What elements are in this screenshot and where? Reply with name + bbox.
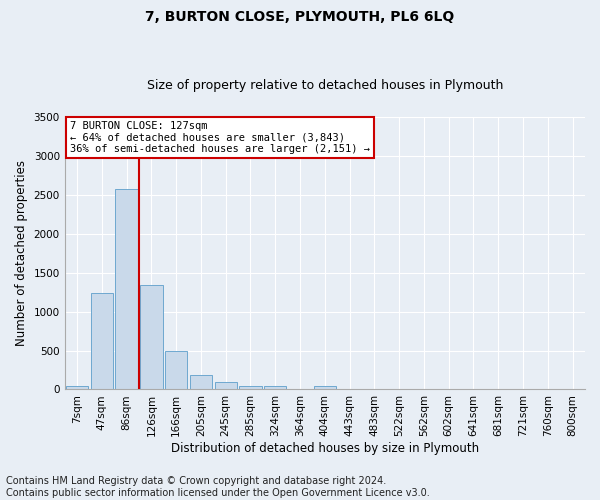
Bar [91,293,113,390]
Bar [140,285,163,390]
Y-axis label: Number of detached properties: Number of detached properties [15,160,28,346]
Bar [314,386,336,390]
Text: 7, BURTON CLOSE, PLYMOUTH, PL6 6LQ: 7, BURTON CLOSE, PLYMOUTH, PL6 6LQ [145,10,455,24]
Bar [66,386,88,390]
Bar [165,352,187,390]
Text: 7 BURTON CLOSE: 127sqm
← 64% of detached houses are smaller (3,843)
36% of semi-: 7 BURTON CLOSE: 127sqm ← 64% of detached… [70,121,370,154]
Text: Contains HM Land Registry data © Crown copyright and database right 2024.
Contai: Contains HM Land Registry data © Crown c… [6,476,430,498]
Bar [115,189,138,390]
Bar [190,375,212,390]
Title: Size of property relative to detached houses in Plymouth: Size of property relative to detached ho… [146,79,503,92]
X-axis label: Distribution of detached houses by size in Plymouth: Distribution of detached houses by size … [171,442,479,455]
Bar [215,382,237,390]
Bar [264,386,286,390]
Bar [239,386,262,390]
